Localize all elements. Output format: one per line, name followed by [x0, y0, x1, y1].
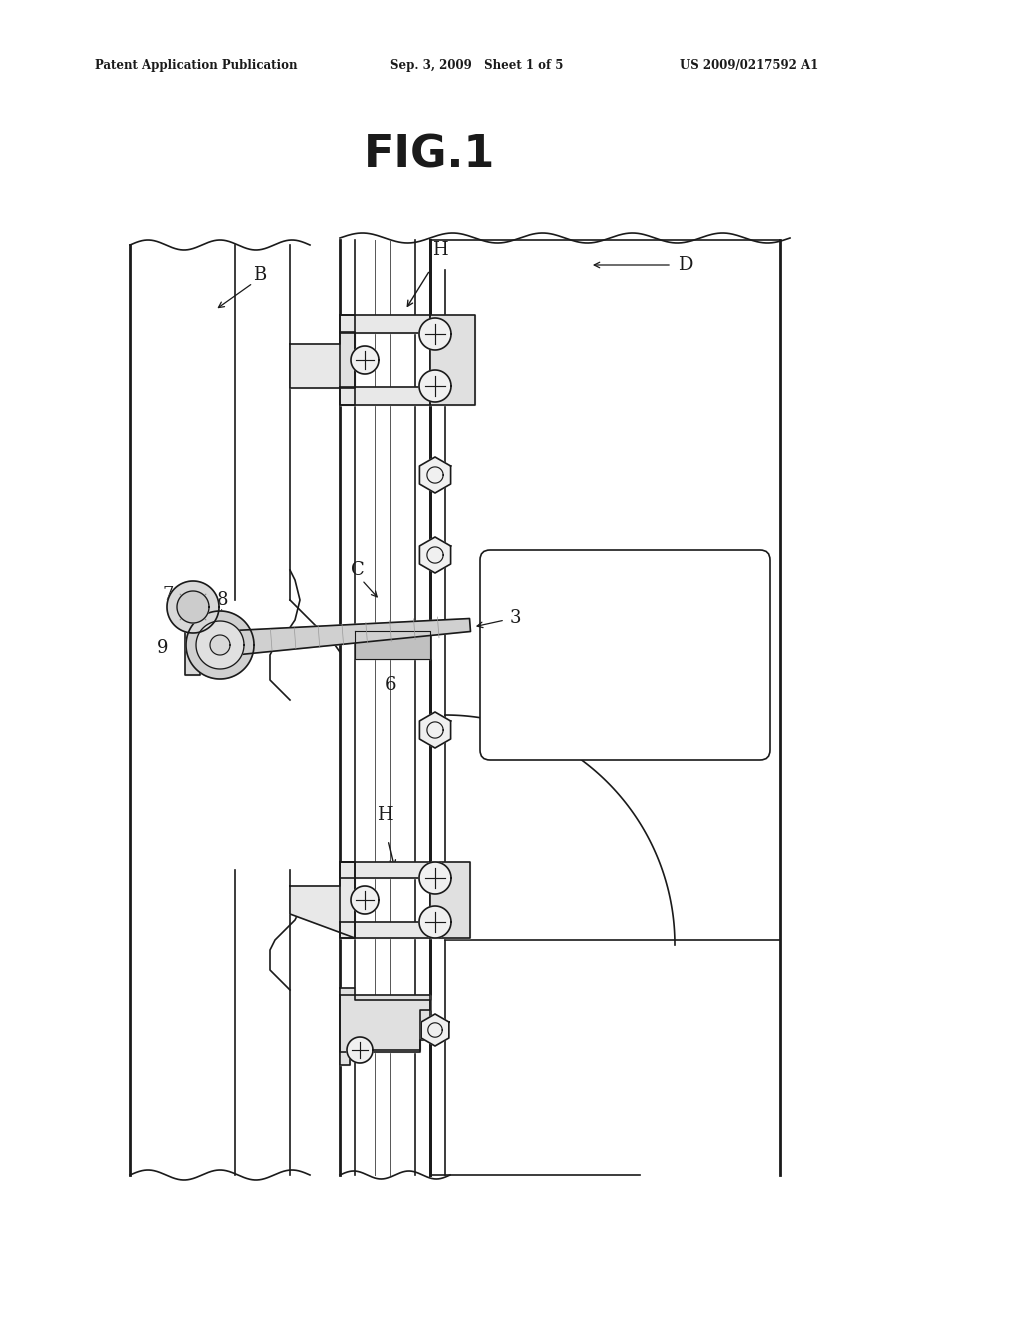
Polygon shape	[177, 591, 209, 623]
Text: 3: 3	[509, 609, 521, 627]
Polygon shape	[167, 581, 219, 634]
Polygon shape	[204, 619, 470, 657]
Polygon shape	[340, 921, 430, 939]
Text: D: D	[678, 256, 692, 275]
Text: B: B	[253, 267, 266, 284]
Text: 8: 8	[216, 591, 227, 609]
Polygon shape	[420, 711, 451, 748]
Polygon shape	[340, 387, 430, 405]
Polygon shape	[351, 346, 379, 374]
Polygon shape	[427, 467, 443, 483]
Polygon shape	[196, 620, 244, 669]
Polygon shape	[427, 546, 443, 564]
Polygon shape	[210, 635, 230, 655]
Text: 7: 7	[163, 586, 174, 605]
Text: Patent Application Publication: Patent Application Publication	[95, 58, 298, 71]
Polygon shape	[340, 987, 430, 1052]
Polygon shape	[340, 862, 355, 939]
Polygon shape	[340, 995, 430, 1065]
Polygon shape	[419, 906, 451, 939]
Polygon shape	[420, 457, 451, 492]
Polygon shape	[351, 886, 379, 913]
Text: 2: 2	[441, 723, 453, 742]
Polygon shape	[419, 370, 451, 403]
Polygon shape	[428, 1023, 442, 1038]
Polygon shape	[340, 315, 430, 333]
FancyBboxPatch shape	[480, 550, 770, 760]
Text: 9: 9	[158, 639, 169, 657]
Polygon shape	[355, 631, 430, 659]
Text: FIG.1: FIG.1	[365, 133, 496, 177]
Polygon shape	[430, 315, 475, 405]
Polygon shape	[347, 1038, 373, 1063]
Polygon shape	[430, 862, 470, 939]
Polygon shape	[427, 722, 443, 738]
Polygon shape	[340, 315, 355, 405]
Text: C: C	[351, 561, 365, 579]
Text: US 2009/0217592 A1: US 2009/0217592 A1	[680, 58, 818, 71]
Polygon shape	[421, 1014, 449, 1045]
Text: H: H	[432, 242, 447, 259]
Polygon shape	[419, 318, 451, 350]
Polygon shape	[290, 333, 355, 388]
Polygon shape	[186, 611, 254, 678]
Text: H: H	[377, 807, 393, 824]
Polygon shape	[185, 615, 220, 675]
Text: 6: 6	[384, 676, 395, 694]
Polygon shape	[419, 862, 451, 894]
Polygon shape	[290, 862, 355, 939]
Polygon shape	[340, 862, 430, 878]
Text: Sep. 3, 2009   Sheet 1 of 5: Sep. 3, 2009 Sheet 1 of 5	[390, 58, 563, 71]
Polygon shape	[420, 537, 451, 573]
Text: 2: 2	[441, 549, 453, 568]
